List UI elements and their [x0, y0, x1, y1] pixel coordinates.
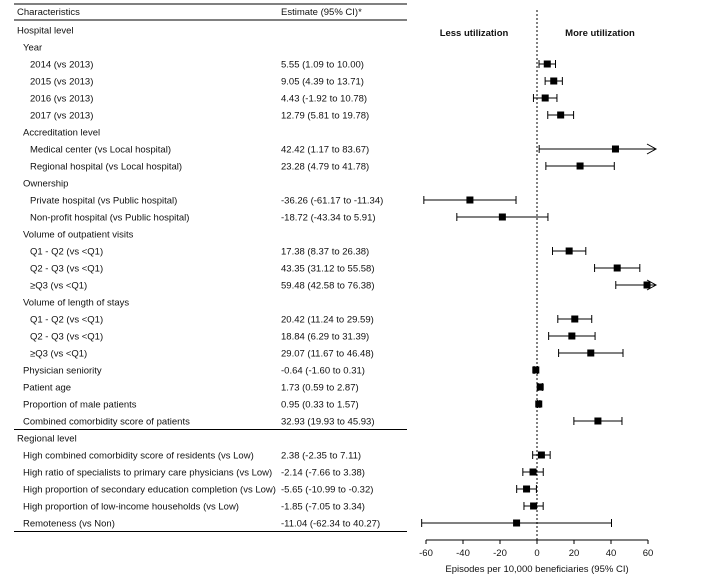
estimate-text: 18.84 (6.29 to 31.39) — [281, 332, 369, 343]
x-tick-label: -40 — [456, 548, 470, 559]
point-estimate — [535, 400, 543, 408]
x-tick-label: 20 — [569, 548, 580, 559]
row-label: Q2 - Q3 (vs <Q1) — [30, 264, 103, 275]
forest-rows: Hospital level Year 2014 (vs 2013) 5.55 (1.… — [17, 26, 383, 530]
x-tick-label: 60 — [643, 548, 654, 559]
estimate-text: 29.07 (11.67 to 46.48) — [281, 349, 374, 360]
x-tick-label: -20 — [493, 548, 507, 559]
row-label: Q1 - Q2 (vs <Q1) — [30, 247, 103, 258]
group-label: Volume of length of stays — [23, 298, 129, 309]
group-label: High proportion of secondary education c… — [23, 485, 276, 496]
section-label: Hospital level — [17, 26, 74, 37]
point-estimate — [541, 94, 549, 102]
row-label: 2014 (vs 2013) — [30, 60, 93, 71]
estimate-text: 2.38 (-2.35 to 7.11) — [281, 451, 361, 462]
estimate-text: 20.42 (11.24 to 29.59) — [281, 315, 374, 326]
point-estimate — [568, 332, 576, 340]
x-axis-ticks: -60 -40 -20 0 20 40 60 — [419, 540, 653, 559]
estimate-text: -0.64 (-1.60 to 0.31) — [281, 366, 365, 377]
point-estimate — [587, 349, 595, 357]
row-label: Medical center (vs Local hospital) — [30, 145, 171, 156]
point-estimate — [523, 485, 531, 493]
point-estimate — [537, 451, 545, 459]
point-estimate — [594, 417, 602, 425]
forest-marks — [421, 60, 658, 527]
point-estimate — [550, 77, 558, 85]
estimate-text: 5.55 (1.09 to 10.00) — [281, 60, 364, 71]
point-estimate — [576, 162, 584, 170]
estimate-text: 4.43 (-1.92 to 10.78) — [281, 94, 367, 105]
group-label: Physician seniority — [23, 366, 102, 377]
row-label: 2015 (vs 2013) — [30, 77, 93, 88]
point-estimate — [565, 247, 573, 255]
point-estimate — [532, 366, 540, 374]
group-label: Ownership — [23, 179, 68, 190]
point-estimate — [536, 383, 544, 391]
row-label: 2016 (vs 2013) — [30, 94, 93, 105]
group-label: High proportion of low-income households… — [23, 502, 239, 513]
x-tick-label: -60 — [419, 548, 433, 559]
annotation-less-utilization: Less utilization — [440, 28, 509, 39]
group-label: Remoteness (vs Non) — [23, 519, 115, 530]
estimate-text: 59.48 (42.58 to 76.38) — [281, 281, 375, 292]
estimate-text: 17.38 (8.37 to 26.38) — [281, 247, 369, 258]
estimate-text: -2.14 (-7.66 to 3.38) — [281, 468, 365, 479]
estimate-text: 9.05 (4.39 to 13.71) — [281, 77, 364, 88]
point-estimate — [611, 145, 619, 153]
group-label: Combined comorbidity score of patients — [23, 417, 190, 428]
row-label: 2017 (vs 2013) — [30, 111, 93, 122]
estimate-text: -5.65 (-10.99 to -0.32) — [281, 485, 373, 496]
point-estimate — [530, 502, 538, 510]
column-header-characteristics: Characteristics — [17, 7, 80, 18]
point-estimate — [466, 196, 474, 204]
section-label: Regional level — [17, 434, 77, 445]
group-label: High combined comorbidity score of resid… — [23, 451, 254, 462]
row-label: ≥Q3 (vs <Q1) — [30, 281, 87, 292]
estimate-text: 43.35 (31.12 to 55.58) — [281, 264, 375, 275]
estimate-text: 12.79 (5.81 to 19.78) — [281, 111, 369, 122]
point-estimate — [571, 315, 579, 323]
point-estimate — [613, 264, 621, 272]
estimate-text: -11.04 (-62.34 to 40.27) — [281, 519, 380, 530]
estimate-text: 0.95 (0.33 to 1.57) — [281, 400, 359, 411]
estimate-text: -1.85 (-7.05 to 3.34) — [281, 502, 365, 513]
point-estimate — [557, 111, 565, 119]
estimate-text: 1.73 (0.59 to 2.87) — [281, 383, 359, 394]
point-estimate — [498, 213, 506, 221]
estimate-text: -18.72 (-43.34 to 5.91) — [281, 213, 376, 224]
group-label: Proportion of male patients — [23, 400, 137, 411]
row-label: Non-profit hospital (vs Public hospital) — [30, 213, 189, 224]
ci-arrow-right — [646, 143, 658, 155]
estimate-text: 32.93 (19.93 to 45.93) — [281, 417, 375, 428]
row-label: ≥Q3 (vs <Q1) — [30, 349, 87, 360]
group-label: Accreditation level — [23, 128, 100, 139]
group-label: Patient age — [23, 383, 71, 394]
x-axis-label: Episodes per 10,000 beneficiaries (95% C… — [445, 564, 628, 575]
column-header-estimate: Estimate (95% CI)* — [281, 7, 362, 18]
group-label: Volume of outpatient visits — [23, 230, 134, 241]
estimate-text: 23.28 (4.79 to 41.78) — [281, 162, 369, 173]
estimate-text: 42.42 (1.17 to 83.67) — [281, 145, 369, 156]
x-tick-label: 40 — [606, 548, 617, 559]
group-label: Year — [23, 43, 42, 54]
row-label: Private hospital (vs Public hospital) — [30, 196, 177, 207]
point-estimate — [529, 468, 537, 476]
point-estimate — [513, 519, 521, 527]
group-label: High ratio of specialists to primary car… — [23, 468, 272, 479]
row-label: Q2 - Q3 (vs <Q1) — [30, 332, 103, 343]
x-tick-label: 0 — [534, 548, 539, 559]
annotation-more-utilization: More utilization — [565, 28, 635, 39]
point-estimate — [643, 281, 651, 289]
row-label: Regional hospital (vs Local hospital) — [30, 162, 182, 173]
estimate-text: -36.26 (-61.17 to -11.34) — [281, 196, 383, 207]
row-label: Q1 - Q2 (vs <Q1) — [30, 315, 103, 326]
point-estimate — [543, 60, 551, 68]
